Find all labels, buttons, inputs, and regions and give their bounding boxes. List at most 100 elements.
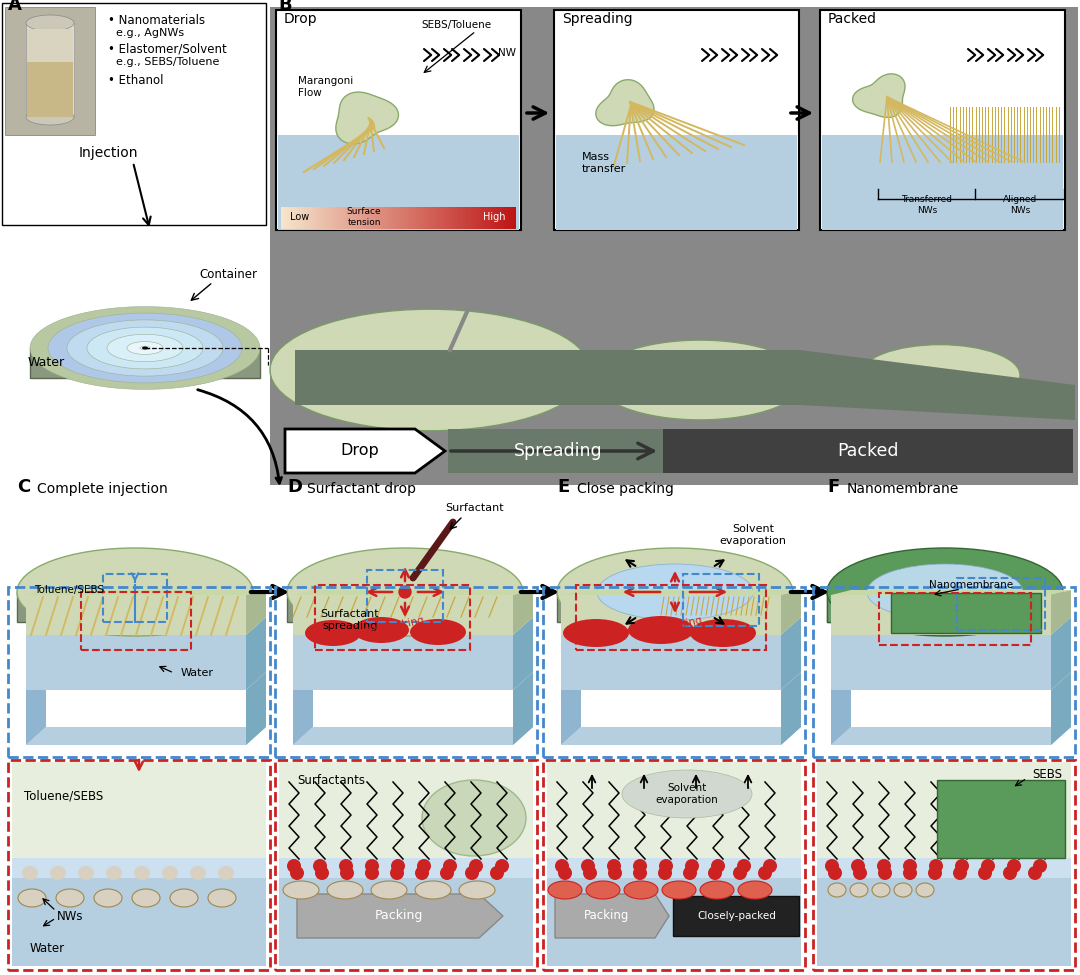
Polygon shape [1051, 672, 1071, 745]
Ellipse shape [557, 548, 793, 636]
Ellipse shape [825, 859, 839, 873]
Polygon shape [596, 80, 654, 126]
Ellipse shape [828, 866, 842, 880]
Ellipse shape [685, 859, 699, 873]
Text: Surfactant
spreading: Surfactant spreading [321, 609, 379, 631]
Ellipse shape [305, 620, 361, 646]
Bar [2, 3, 266, 225]
Text: Packing: Packing [375, 910, 423, 922]
Ellipse shape [928, 866, 942, 880]
Ellipse shape [399, 586, 411, 598]
Text: Surfactant drop: Surfactant drop [307, 482, 416, 496]
Text: C: C [17, 478, 30, 496]
Ellipse shape [690, 619, 756, 647]
Bar [816, 762, 1071, 858]
Ellipse shape [867, 564, 1023, 620]
Polygon shape [26, 672, 46, 745]
Ellipse shape [581, 859, 595, 873]
Text: • Elastomer/Solvent: • Elastomer/Solvent [108, 43, 227, 56]
Ellipse shape [283, 881, 319, 899]
Polygon shape [293, 727, 534, 745]
Text: Aligned
NWs: Aligned NWs [1003, 195, 1037, 214]
Text: High: High [484, 212, 507, 222]
Ellipse shape [955, 859, 969, 873]
Ellipse shape [662, 881, 696, 899]
Text: e.g., AgNWs: e.g., AgNWs [116, 28, 184, 38]
Ellipse shape [853, 866, 867, 880]
Ellipse shape [1003, 866, 1017, 880]
Polygon shape [781, 617, 801, 690]
Ellipse shape [607, 859, 621, 873]
Ellipse shape [548, 881, 582, 899]
Bar [8, 760, 270, 970]
Ellipse shape [583, 866, 597, 880]
Ellipse shape [18, 889, 46, 907]
Polygon shape [246, 672, 266, 745]
Bar [561, 595, 781, 635]
Ellipse shape [22, 866, 38, 880]
Bar [8, 587, 270, 757]
Text: Toluene/SEBS: Toluene/SEBS [33, 585, 104, 595]
Polygon shape [781, 672, 801, 745]
Bar [831, 635, 1051, 690]
Ellipse shape [443, 859, 457, 873]
Polygon shape [17, 592, 253, 622]
Text: Transferred
NWs: Transferred NWs [902, 195, 953, 214]
Text: Surface
tension: Surface tension [347, 208, 381, 227]
Polygon shape [561, 590, 801, 595]
Text: Packed: Packed [837, 442, 899, 460]
Ellipse shape [953, 866, 967, 880]
Ellipse shape [633, 859, 647, 873]
Ellipse shape [872, 883, 890, 897]
Polygon shape [336, 92, 399, 144]
Ellipse shape [417, 859, 431, 873]
Ellipse shape [141, 346, 148, 349]
Ellipse shape [327, 881, 363, 899]
Ellipse shape [132, 889, 160, 907]
Bar [813, 587, 1075, 757]
Ellipse shape [495, 859, 509, 873]
Ellipse shape [78, 866, 94, 880]
Polygon shape [246, 590, 266, 635]
Bar [683, 574, 759, 626]
Polygon shape [781, 590, 801, 635]
Ellipse shape [67, 320, 222, 376]
Ellipse shape [633, 866, 647, 880]
Bar [816, 878, 1071, 966]
Ellipse shape [827, 548, 1063, 636]
Ellipse shape [738, 881, 772, 899]
Ellipse shape [894, 883, 912, 897]
Ellipse shape [87, 328, 203, 369]
Ellipse shape [270, 309, 590, 431]
Text: Nanomembrane: Nanomembrane [847, 482, 959, 496]
Ellipse shape [208, 889, 237, 907]
Ellipse shape [608, 866, 622, 880]
Ellipse shape [903, 859, 917, 873]
Text: Surfactant: Surfactant [446, 503, 504, 513]
Ellipse shape [50, 866, 66, 880]
Ellipse shape [627, 616, 694, 644]
Ellipse shape [26, 109, 75, 125]
Ellipse shape [391, 859, 405, 873]
Bar [561, 635, 781, 690]
Text: Spreading: Spreading [514, 442, 603, 460]
Bar [275, 760, 537, 970]
Text: Solvent
evaporation: Solvent evaporation [719, 525, 786, 546]
Text: E: E [557, 478, 569, 496]
Ellipse shape [390, 866, 404, 880]
Text: Nanomembrane: Nanomembrane [929, 580, 1013, 590]
Ellipse shape [622, 770, 752, 818]
Polygon shape [1051, 617, 1071, 690]
Polygon shape [513, 617, 534, 690]
Ellipse shape [860, 344, 1020, 406]
Ellipse shape [595, 340, 805, 420]
Ellipse shape [916, 883, 934, 897]
Ellipse shape [291, 866, 303, 880]
Bar [5, 7, 95, 135]
Polygon shape [513, 590, 534, 635]
Ellipse shape [287, 548, 523, 636]
Ellipse shape [56, 889, 84, 907]
Polygon shape [561, 727, 801, 745]
Ellipse shape [440, 866, 454, 880]
Bar [279, 878, 534, 966]
